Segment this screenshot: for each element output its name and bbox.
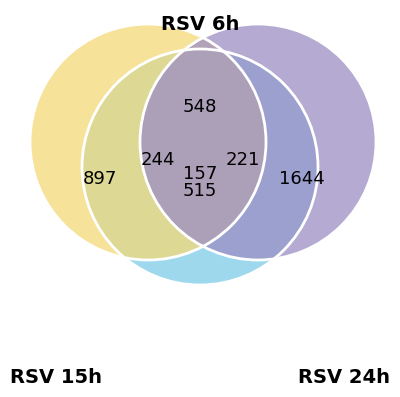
Text: 1644: 1644 [279,170,325,188]
Text: 157: 157 [183,165,217,183]
Circle shape [140,24,376,260]
Text: 897: 897 [83,170,117,188]
Text: 221: 221 [226,151,260,169]
Circle shape [30,24,266,260]
Text: 548: 548 [183,98,217,116]
Text: RSV 24h: RSV 24h [298,368,390,387]
Circle shape [82,49,318,285]
Text: 244: 244 [141,151,175,169]
Text: RSV 6h: RSV 6h [161,15,239,34]
Text: RSV 15h: RSV 15h [10,368,102,387]
Text: 515: 515 [183,182,217,200]
